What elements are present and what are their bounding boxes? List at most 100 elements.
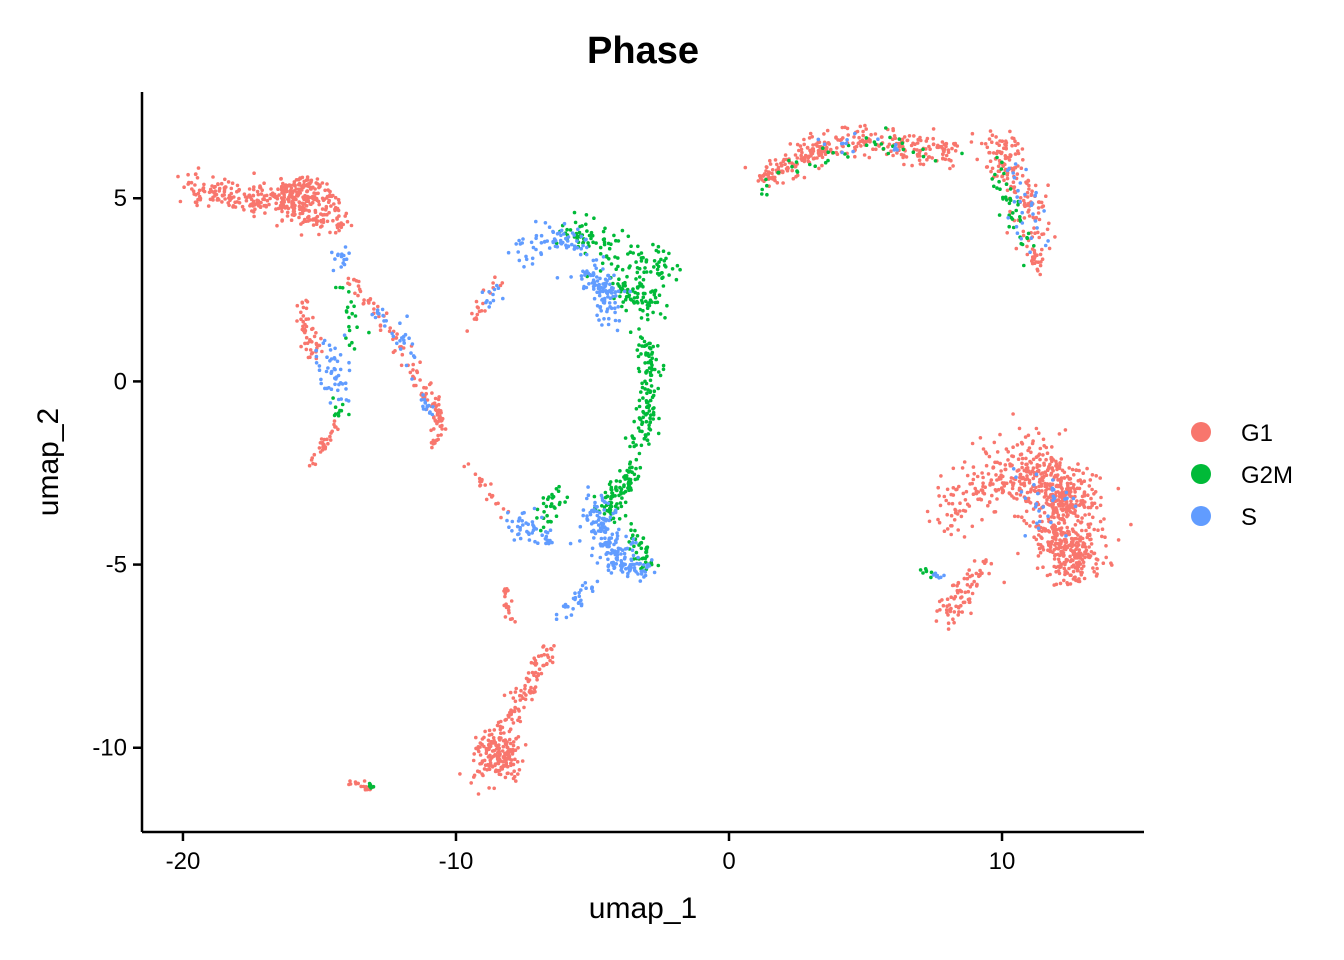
data-point (333, 405, 338, 410)
data-point (346, 281, 350, 286)
data-point (182, 185, 186, 189)
data-point (1069, 499, 1073, 504)
data-point (971, 492, 976, 497)
data-point (299, 317, 303, 322)
data-point (584, 213, 589, 217)
data-point (1018, 199, 1022, 204)
data-point (275, 223, 279, 228)
data-point (540, 533, 544, 537)
data-point (590, 553, 594, 558)
data-point (333, 357, 337, 361)
data-point (647, 423, 651, 428)
data-point (1053, 553, 1058, 557)
data-point (541, 644, 546, 648)
data-point (623, 477, 627, 481)
data-point (478, 741, 483, 745)
data-point (995, 155, 999, 160)
data-point (314, 216, 318, 220)
data-point (910, 163, 914, 168)
data-point (921, 147, 925, 152)
data-point (667, 273, 671, 277)
data-point (656, 431, 661, 436)
data-point (488, 758, 493, 762)
data-point (501, 296, 505, 301)
data-point (644, 412, 648, 417)
data-point (1016, 514, 1020, 519)
data-point (1024, 499, 1028, 504)
data-point (1064, 560, 1068, 564)
data-point (959, 514, 964, 519)
data-point (606, 557, 610, 562)
data-point (320, 349, 324, 354)
data-point (555, 245, 560, 249)
data-point (861, 133, 865, 138)
data-point (565, 239, 570, 243)
data-point (810, 151, 815, 156)
data-point (620, 304, 624, 309)
data-point (398, 321, 402, 326)
data-point (262, 197, 267, 202)
data-point (597, 286, 601, 290)
data-point (766, 170, 771, 174)
data-point (657, 416, 661, 421)
data-point (399, 363, 404, 368)
data-point (314, 331, 318, 335)
data-point (873, 142, 878, 147)
data-point (897, 144, 901, 149)
data-point (578, 539, 582, 543)
data-point (1044, 445, 1049, 450)
data-point (591, 272, 596, 277)
data-point (477, 476, 482, 481)
data-point (645, 306, 650, 311)
data-point (398, 339, 402, 343)
data-point (1076, 462, 1080, 466)
data-point (661, 284, 666, 288)
data-point (226, 180, 231, 184)
data-point (1000, 490, 1005, 495)
data-point (247, 193, 251, 198)
data-point (963, 498, 968, 502)
data-point (1077, 577, 1081, 581)
data-point (314, 348, 319, 353)
data-point (223, 185, 228, 189)
data-point (841, 144, 845, 149)
data-point (483, 309, 487, 313)
data-point (430, 445, 434, 450)
data-point (990, 140, 994, 144)
data-point (1031, 439, 1035, 443)
data-point (648, 378, 653, 383)
data-point (548, 538, 552, 543)
data-point (507, 729, 512, 734)
data-point (329, 204, 333, 208)
data-point (1036, 200, 1041, 204)
data-point (966, 597, 971, 602)
data-point (585, 514, 589, 518)
data-point (938, 503, 943, 508)
data-point (497, 759, 501, 764)
data-point (575, 246, 580, 250)
data-point (610, 532, 615, 537)
data-point (1023, 534, 1027, 538)
data-point (590, 585, 594, 589)
data-point (504, 742, 509, 747)
data-point (1088, 533, 1092, 537)
data-point (605, 307, 610, 311)
data-point (636, 366, 641, 371)
data-point (501, 507, 506, 511)
data-point (1016, 202, 1020, 207)
data-point (299, 222, 303, 226)
data-point (630, 540, 635, 545)
data-point (422, 385, 426, 390)
data-point (642, 339, 647, 344)
data-point (930, 156, 934, 160)
data-point (1051, 530, 1056, 534)
data-point (493, 275, 497, 280)
data-point (304, 219, 308, 223)
data-point (503, 594, 507, 599)
data-point (325, 212, 329, 217)
data-point (942, 529, 947, 533)
data-point (990, 177, 994, 181)
data-point (1024, 456, 1028, 461)
data-point (638, 417, 643, 422)
data-point (1015, 195, 1019, 199)
